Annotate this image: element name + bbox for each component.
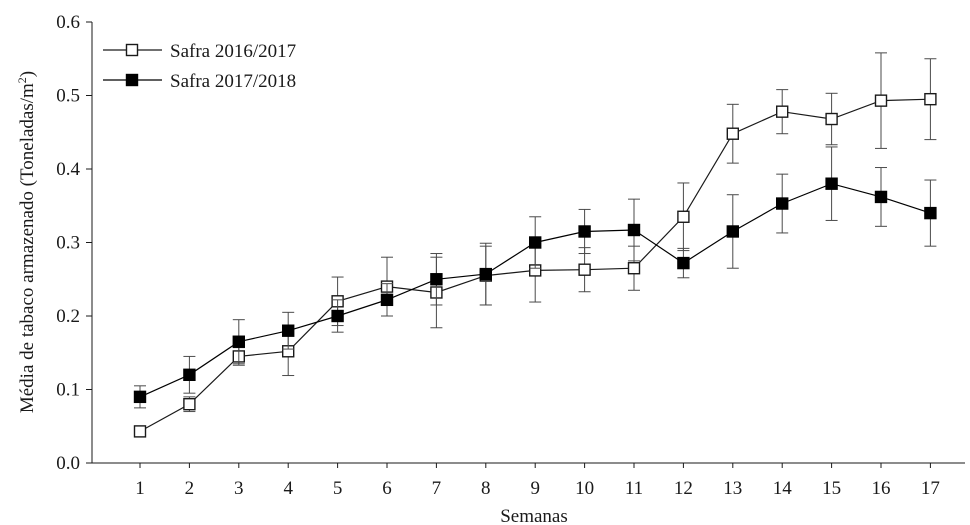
x-tick-label: 10	[575, 478, 594, 499]
data-point-safra-2017-2018	[529, 236, 542, 249]
axes: 0.00.10.20.30.40.50.6 1 2 3 4 5 6 7 8 9 10 11 12 13 1…	[56, 12, 965, 499]
x-tick-label: 14	[773, 478, 793, 499]
data-point-safra-2017-2018	[776, 197, 789, 210]
data-point-safra-2016-2017	[776, 105, 789, 118]
data-point-safra-2016-2017	[133, 425, 147, 438]
x-tick-label: 3	[234, 478, 244, 499]
x-tick-label: 9	[530, 478, 540, 499]
x-tick-label: 11	[625, 478, 643, 499]
y-axis-title-superscript: 2	[15, 77, 29, 83]
data-point-safra-2016-2017	[825, 112, 838, 126]
y-tick-group: 0.0 0.1 0.2 0.3 0.4 0.5 0.6	[56, 12, 92, 474]
y-tick-label: 0.2	[56, 306, 80, 327]
x-tick-label: 15	[822, 478, 841, 499]
y-axis-title-main: Média de tabaco armazenado (Toneladas/m	[17, 83, 38, 413]
data-point-safra-2017-2018	[282, 324, 295, 337]
y-tick-label: 0.1	[56, 380, 80, 401]
data-point-safra-2017-2018	[331, 309, 344, 323]
x-tick-label: 2	[185, 478, 195, 499]
y-tick-label: 0.3	[56, 233, 80, 254]
x-tick-label: 6	[382, 478, 392, 499]
x-tick-label: 1	[135, 478, 145, 499]
data-point-safra-2017-2018	[825, 177, 838, 190]
legend: Safra 2016/2017 Safra 2017/2018	[103, 41, 296, 92]
x-tick-label: 16	[872, 478, 891, 499]
y-tick-label: 0.4	[56, 159, 80, 180]
data-point-safra-2017-2018	[232, 335, 246, 348]
x-tick-label: 5	[333, 478, 343, 499]
data-point-safra-2017-2018	[133, 390, 147, 404]
x-tick-label: 8	[481, 478, 491, 499]
data-point-safra-2016-2017	[874, 94, 888, 107]
data-point-safra-2017-2018	[874, 190, 888, 204]
x-tick-label: 12	[674, 478, 693, 499]
x-tick-label: 17	[921, 478, 940, 499]
data-point-safra-2016-2017	[627, 262, 641, 275]
legend-item-safra-2016-2017: Safra 2016/2017	[103, 41, 296, 62]
data-point-safra-2017-2018	[677, 256, 690, 270]
series-layer	[133, 52, 937, 438]
data-point-safra-2017-2018	[479, 267, 492, 281]
data-point-safra-2017-2018	[627, 223, 641, 237]
data-point-safra-2016-2017	[578, 263, 591, 276]
y-axis-title-close: )	[17, 71, 38, 77]
data-point-safra-2016-2017	[924, 92, 937, 106]
y-tick-label: 0.0	[56, 453, 80, 474]
data-point-safra-2016-2017	[726, 127, 739, 140]
y-tick-label: 0.6	[56, 12, 80, 33]
y-tick-label: 0.5	[56, 86, 80, 107]
legend-item-safra-2017-2018: Safra 2017/2018	[103, 71, 296, 92]
x-tick-group: 1 2 3 4 5 6 7 8 9 10 11 12 13 14 15 16 17	[135, 463, 940, 499]
legend-label-safra-2017-2018: Safra 2017/2018	[170, 71, 296, 92]
x-axis-title: Semanas	[500, 506, 568, 525]
x-tick-label: 7	[432, 478, 442, 499]
legend-marker-filled-square	[125, 73, 139, 87]
data-point-safra-2017-2018	[726, 225, 739, 238]
data-point-safra-2016-2017	[677, 210, 690, 223]
legend-marker-open-square	[125, 43, 139, 57]
data-point-safra-2017-2018	[578, 225, 591, 238]
x-tick-label: 4	[283, 478, 293, 499]
x-tick-label: 13	[723, 478, 742, 499]
data-point-safra-2017-2018	[380, 293, 394, 307]
data-point-safra-2017-2018	[924, 206, 937, 220]
data-point-safra-2017-2018	[183, 368, 196, 381]
y-axis-title: Média de tabaco armazenado (Toneladas/m2…	[15, 71, 38, 413]
data-point-safra-2016-2017	[183, 398, 196, 411]
series-safra-2017-2018	[133, 146, 937, 409]
legend-label-safra-2016-2017: Safra 2016/2017	[170, 41, 296, 62]
data-point-safra-2017-2018	[430, 273, 443, 286]
